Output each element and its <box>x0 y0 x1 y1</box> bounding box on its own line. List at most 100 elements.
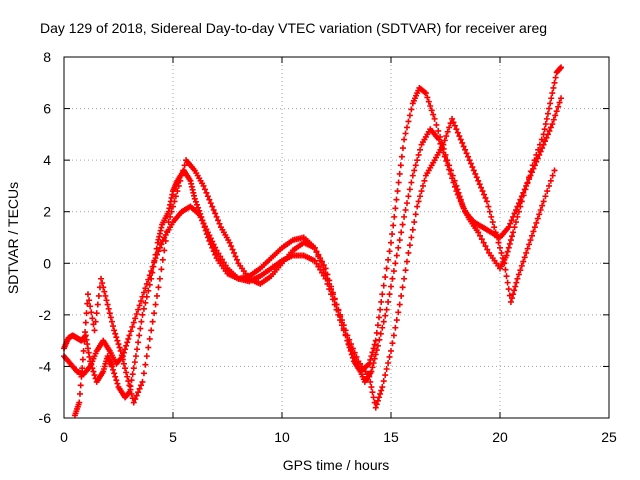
data-point <box>544 110 551 117</box>
data-point <box>131 359 138 366</box>
data-point <box>311 257 318 264</box>
data-point <box>210 206 217 213</box>
data-point <box>111 370 118 377</box>
data-point <box>151 259 158 266</box>
data-point <box>453 126 460 133</box>
data-point <box>551 79 558 86</box>
data-point <box>443 133 450 140</box>
data-point <box>499 255 506 262</box>
data-point <box>138 382 145 389</box>
x-tick-label: 20 <box>492 429 508 445</box>
data-point <box>100 284 107 291</box>
data-point <box>154 251 161 258</box>
data-point <box>382 312 389 319</box>
data-point <box>549 172 556 179</box>
data-point <box>315 253 322 260</box>
data-point <box>142 299 149 306</box>
data-point <box>203 226 210 233</box>
data-point <box>405 249 412 256</box>
data-point <box>126 332 133 339</box>
data-point <box>92 318 99 325</box>
data-point <box>125 378 132 385</box>
data-point <box>200 220 207 227</box>
data-point <box>401 275 408 282</box>
data-point <box>511 287 518 294</box>
data-point <box>145 344 152 351</box>
data-point <box>513 279 520 286</box>
data-point <box>556 99 563 106</box>
data-point <box>178 172 185 179</box>
data-point <box>142 361 149 368</box>
data-point <box>84 291 91 298</box>
data-point <box>200 182 207 189</box>
data-point <box>408 106 415 113</box>
data-point <box>406 112 413 119</box>
data-point <box>139 293 146 300</box>
data-point <box>108 363 115 370</box>
data-point <box>441 137 448 144</box>
series-trace-3 <box>71 115 558 419</box>
data-point <box>102 292 109 299</box>
data-point <box>337 311 344 318</box>
data-point <box>146 272 153 279</box>
data-point <box>127 386 134 393</box>
data-point <box>373 329 380 336</box>
data-point <box>463 150 470 157</box>
data-point <box>128 377 135 384</box>
data-point <box>399 145 406 152</box>
data-point <box>396 301 403 308</box>
data-point <box>83 310 90 317</box>
data-point <box>377 390 384 397</box>
data-point <box>514 203 521 210</box>
data-point <box>155 248 162 255</box>
data-point <box>140 370 147 377</box>
data-point <box>515 200 522 207</box>
data-point <box>406 242 413 249</box>
data-point <box>482 194 489 201</box>
data-point <box>411 167 418 174</box>
data-point <box>195 204 202 211</box>
data-point <box>388 283 394 290</box>
data-point <box>443 158 450 165</box>
data-point <box>401 136 408 143</box>
data-point <box>376 314 383 321</box>
data-point <box>146 335 153 342</box>
data-point <box>444 128 451 135</box>
data-point <box>507 237 514 244</box>
data-point <box>520 189 527 196</box>
data-point <box>394 188 401 195</box>
data-point <box>161 247 168 254</box>
data-point <box>454 129 461 136</box>
data-point <box>146 281 153 288</box>
data-point <box>389 340 396 347</box>
data-point <box>485 203 492 210</box>
data-point <box>539 202 546 209</box>
data-point <box>454 191 461 198</box>
data-point <box>558 95 565 102</box>
data-point <box>430 111 437 118</box>
data-point <box>313 249 320 256</box>
data-point <box>390 332 397 339</box>
data-point <box>113 334 120 341</box>
data-point <box>215 250 222 257</box>
data-point <box>139 311 146 318</box>
data-point <box>508 233 515 240</box>
x-tick-label: 5 <box>169 429 177 445</box>
data-point <box>415 151 422 158</box>
data-point <box>530 165 537 172</box>
data-point <box>133 392 140 399</box>
data-point <box>197 214 204 221</box>
data-point <box>82 319 89 326</box>
data-point <box>489 219 496 226</box>
data-point <box>389 231 396 238</box>
y-tick-label: 8 <box>43 49 51 65</box>
data-point <box>117 347 124 354</box>
data-point <box>201 223 208 230</box>
data-point <box>315 263 322 270</box>
data-point <box>530 228 537 235</box>
data-point <box>478 184 485 191</box>
data-point <box>335 306 342 313</box>
data-point <box>492 229 499 236</box>
data-point <box>326 280 333 287</box>
data-point <box>542 193 549 200</box>
